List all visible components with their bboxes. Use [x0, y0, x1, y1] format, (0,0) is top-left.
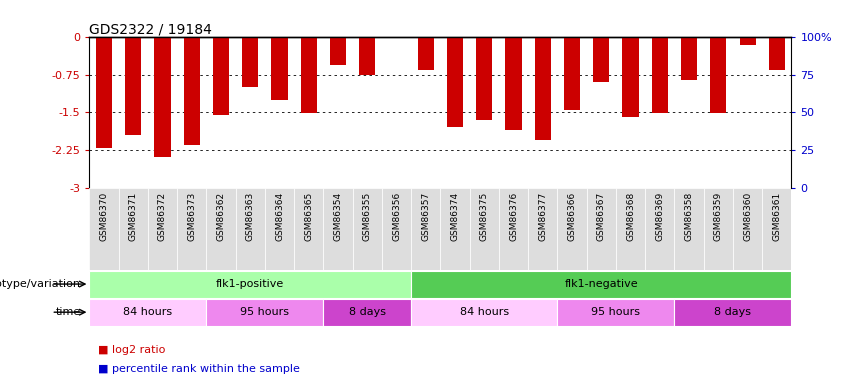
Text: GSM86365: GSM86365 [305, 192, 313, 241]
Bar [681, 38, 697, 80]
Bar [243, 38, 259, 87]
Bar [388, 38, 404, 39]
Bar [300, 38, 317, 112]
Bar [418, 38, 434, 70]
Text: 8 days: 8 days [715, 307, 751, 317]
Text: GSM86373: GSM86373 [187, 192, 197, 241]
Text: GSM86370: GSM86370 [100, 192, 108, 241]
FancyBboxPatch shape [557, 188, 586, 270]
FancyBboxPatch shape [89, 271, 411, 298]
FancyBboxPatch shape [323, 188, 352, 270]
Bar [534, 38, 551, 140]
FancyBboxPatch shape [89, 188, 118, 270]
Text: GSM86368: GSM86368 [626, 192, 635, 241]
FancyBboxPatch shape [89, 298, 206, 326]
Text: 8 days: 8 days [349, 307, 386, 317]
Text: GSM86362: GSM86362 [216, 192, 226, 241]
FancyBboxPatch shape [206, 298, 323, 326]
FancyBboxPatch shape [148, 188, 177, 270]
FancyBboxPatch shape [441, 188, 470, 270]
FancyBboxPatch shape [177, 188, 206, 270]
FancyBboxPatch shape [499, 188, 528, 270]
Text: genotype/variation: genotype/variation [0, 279, 81, 289]
FancyBboxPatch shape [704, 188, 733, 270]
FancyBboxPatch shape [586, 188, 616, 270]
FancyBboxPatch shape [118, 188, 148, 270]
FancyBboxPatch shape [411, 298, 557, 326]
Text: GSM86358: GSM86358 [684, 192, 694, 241]
Text: flk1-positive: flk1-positive [216, 279, 284, 289]
Bar [359, 38, 375, 75]
Bar [330, 38, 346, 65]
Text: GSM86360: GSM86360 [743, 192, 752, 241]
FancyBboxPatch shape [616, 188, 645, 270]
Text: GSM86361: GSM86361 [773, 192, 781, 241]
Text: 95 hours: 95 hours [240, 307, 289, 317]
FancyBboxPatch shape [323, 298, 411, 326]
Text: GSM86356: GSM86356 [392, 192, 401, 241]
Bar [622, 38, 638, 117]
Text: GSM86376: GSM86376 [509, 192, 518, 241]
Bar [593, 38, 609, 82]
FancyBboxPatch shape [733, 188, 762, 270]
Text: GSM86377: GSM86377 [539, 192, 547, 241]
Text: GSM86364: GSM86364 [275, 192, 284, 241]
Text: GSM86355: GSM86355 [363, 192, 372, 241]
Bar [505, 38, 522, 130]
FancyBboxPatch shape [645, 188, 674, 270]
Text: GDS2322 / 19184: GDS2322 / 19184 [89, 22, 212, 36]
Text: GSM86372: GSM86372 [158, 192, 167, 241]
Text: time: time [55, 307, 81, 317]
FancyBboxPatch shape [206, 188, 236, 270]
FancyBboxPatch shape [674, 298, 791, 326]
Text: flk1-negative: flk1-negative [564, 279, 638, 289]
Text: 84 hours: 84 hours [460, 307, 509, 317]
Bar [447, 38, 463, 128]
Bar [125, 38, 141, 135]
Text: GSM86354: GSM86354 [334, 192, 342, 241]
FancyBboxPatch shape [265, 188, 294, 270]
Bar [96, 38, 112, 147]
FancyBboxPatch shape [411, 188, 441, 270]
FancyBboxPatch shape [382, 188, 411, 270]
Bar [711, 38, 727, 112]
Text: GSM86374: GSM86374 [450, 192, 460, 241]
Text: ■ log2 ratio: ■ log2 ratio [98, 345, 165, 355]
Bar [740, 38, 756, 45]
FancyBboxPatch shape [411, 271, 791, 298]
Text: GSM86366: GSM86366 [568, 192, 576, 241]
FancyBboxPatch shape [352, 188, 382, 270]
FancyBboxPatch shape [674, 188, 704, 270]
FancyBboxPatch shape [762, 188, 791, 270]
Text: GSM86375: GSM86375 [480, 192, 488, 241]
Text: GSM86371: GSM86371 [129, 192, 138, 241]
Text: ■ percentile rank within the sample: ■ percentile rank within the sample [98, 364, 300, 374]
Bar [477, 38, 493, 120]
Bar [652, 38, 668, 112]
Bar [184, 38, 200, 145]
Bar [768, 38, 785, 70]
Text: 84 hours: 84 hours [123, 307, 173, 317]
Bar [154, 38, 170, 158]
Bar [271, 38, 288, 100]
Text: GSM86363: GSM86363 [246, 192, 254, 241]
Text: 95 hours: 95 hours [591, 307, 641, 317]
FancyBboxPatch shape [236, 188, 265, 270]
FancyBboxPatch shape [528, 188, 557, 270]
Bar [564, 38, 580, 110]
Text: GSM86369: GSM86369 [655, 192, 665, 241]
FancyBboxPatch shape [294, 188, 323, 270]
Text: GSM86367: GSM86367 [597, 192, 606, 241]
FancyBboxPatch shape [557, 298, 674, 326]
Text: GSM86357: GSM86357 [421, 192, 431, 241]
FancyBboxPatch shape [470, 188, 499, 270]
Text: GSM86359: GSM86359 [714, 192, 722, 241]
Bar [213, 38, 229, 115]
